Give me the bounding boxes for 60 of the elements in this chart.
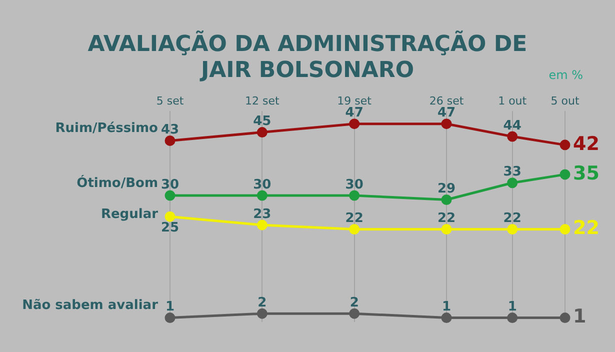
point <box>441 224 452 234</box>
point <box>349 224 360 234</box>
point <box>441 194 452 205</box>
data-label: 25 <box>160 220 180 236</box>
data-label: 22 <box>573 217 600 240</box>
data-label: 42 <box>573 132 600 155</box>
x-tick-label: 19 set <box>337 94 372 108</box>
point <box>256 308 268 319</box>
data-label: 30 <box>345 177 364 192</box>
data-label: 22 <box>345 211 364 226</box>
data-label: 23 <box>253 206 272 222</box>
x-tick-label: 12 set <box>245 94 280 108</box>
point <box>349 190 360 201</box>
point <box>164 312 176 324</box>
point <box>507 131 518 142</box>
point <box>164 211 176 222</box>
point <box>349 118 360 130</box>
text: em % <box>548 68 583 82</box>
series-label: Ótimo/Bom <box>76 174 158 191</box>
series-label: Regular <box>100 206 159 222</box>
data-label: 43 <box>160 122 180 138</box>
point <box>441 118 452 130</box>
chart-title: AVALIAÇÃO DA ADMINISTRAÇÃO DE JAIR BOLSONARO <box>86 32 528 84</box>
point <box>560 312 570 324</box>
data-label: 1 <box>165 300 175 315</box>
data-label: 30 <box>160 177 180 192</box>
data-label: 44 <box>503 118 522 134</box>
data-label: 33 <box>503 164 522 180</box>
point <box>560 140 570 150</box>
series-label: Não sabem avaliar <box>22 298 159 314</box>
data-label: 35 <box>573 162 600 184</box>
data-label: 22 <box>437 211 456 226</box>
data-label: 45 <box>253 114 272 130</box>
data-label: 22 <box>503 211 522 226</box>
data-label: 29 <box>437 182 456 197</box>
point <box>507 178 518 188</box>
point <box>507 224 518 234</box>
x-tick-label: 5 set <box>156 94 184 108</box>
point <box>441 312 452 324</box>
series-label: Ruim/Péssimo <box>55 121 158 136</box>
x-tick-label: 1 out <box>498 94 528 108</box>
data-label: 1 <box>442 300 452 315</box>
point <box>507 312 518 324</box>
point <box>560 224 570 234</box>
point <box>256 127 268 138</box>
x-tick-label: 26 set <box>429 94 464 108</box>
data-label: 1 <box>508 300 517 315</box>
data-label: 1 <box>573 306 586 328</box>
data-label: 30 <box>253 177 272 192</box>
data-label: 2 <box>350 295 359 310</box>
point <box>256 190 268 201</box>
point <box>560 169 570 180</box>
point <box>164 135 176 146</box>
data-label: 2 <box>258 295 267 310</box>
point <box>164 190 176 201</box>
x-tick-label: 5 out <box>550 94 580 108</box>
data-label: 47 <box>437 106 456 121</box>
data-label: 47 <box>345 106 364 121</box>
point <box>256 220 268 230</box>
point <box>349 308 360 319</box>
